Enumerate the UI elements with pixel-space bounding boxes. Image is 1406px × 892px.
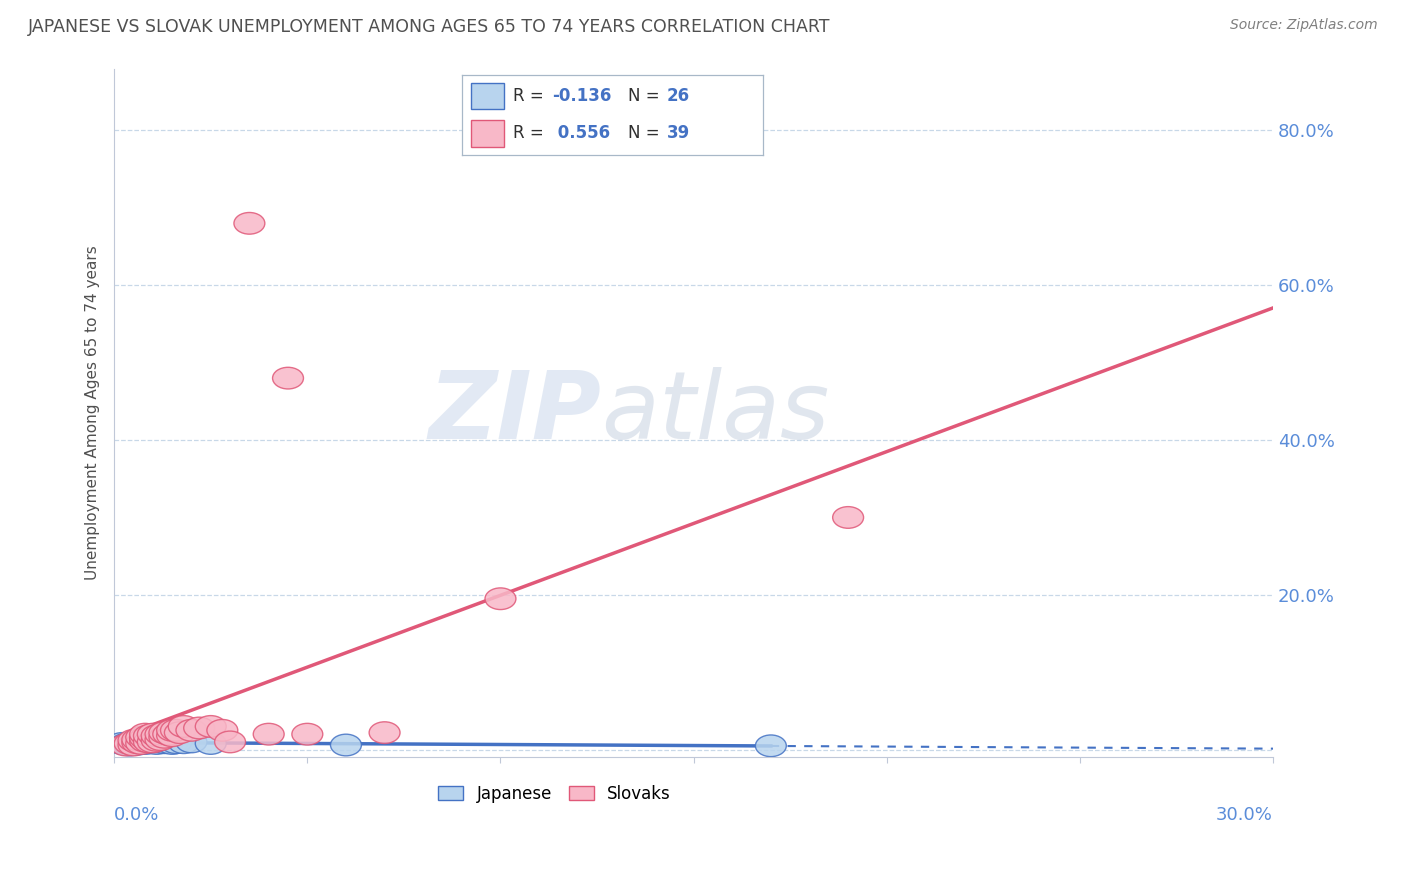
Ellipse shape: [118, 734, 149, 756]
Ellipse shape: [122, 729, 153, 750]
Ellipse shape: [107, 732, 138, 755]
Ellipse shape: [156, 720, 187, 741]
Ellipse shape: [149, 722, 180, 743]
Ellipse shape: [149, 731, 180, 754]
Ellipse shape: [195, 715, 226, 738]
Ellipse shape: [138, 731, 169, 753]
Ellipse shape: [141, 731, 172, 752]
Ellipse shape: [129, 727, 160, 749]
Text: 0.0%: 0.0%: [114, 805, 159, 823]
Ellipse shape: [125, 732, 156, 755]
Ellipse shape: [485, 588, 516, 609]
Ellipse shape: [160, 731, 191, 754]
Ellipse shape: [125, 728, 156, 749]
Ellipse shape: [153, 723, 184, 745]
Ellipse shape: [134, 731, 165, 754]
Ellipse shape: [253, 723, 284, 745]
Ellipse shape: [165, 722, 195, 743]
Ellipse shape: [118, 733, 149, 756]
Y-axis label: Unemployment Among Ages 65 to 74 years: Unemployment Among Ages 65 to 74 years: [86, 245, 100, 581]
Text: JAPANESE VS SLOVAK UNEMPLOYMENT AMONG AGES 65 TO 74 YEARS CORRELATION CHART: JAPANESE VS SLOVAK UNEMPLOYMENT AMONG AG…: [28, 18, 831, 36]
Ellipse shape: [292, 723, 323, 745]
Text: ZIP: ZIP: [427, 367, 600, 459]
Ellipse shape: [233, 212, 264, 235]
Ellipse shape: [207, 720, 238, 741]
Ellipse shape: [149, 726, 180, 748]
Ellipse shape: [118, 730, 149, 751]
Ellipse shape: [122, 731, 153, 754]
Ellipse shape: [156, 725, 187, 747]
Ellipse shape: [195, 732, 226, 755]
Ellipse shape: [176, 720, 207, 741]
Ellipse shape: [330, 734, 361, 756]
Ellipse shape: [125, 726, 156, 748]
Ellipse shape: [110, 733, 141, 756]
Ellipse shape: [129, 727, 160, 749]
Ellipse shape: [755, 735, 786, 756]
Ellipse shape: [145, 731, 176, 753]
Ellipse shape: [134, 725, 165, 747]
Ellipse shape: [156, 732, 187, 755]
Ellipse shape: [138, 731, 169, 753]
Ellipse shape: [114, 732, 145, 755]
Ellipse shape: [138, 723, 169, 745]
Ellipse shape: [141, 732, 172, 755]
Legend: Japanese, Slovaks: Japanese, Slovaks: [430, 776, 679, 811]
Ellipse shape: [114, 734, 145, 756]
Ellipse shape: [273, 368, 304, 389]
Ellipse shape: [138, 731, 169, 754]
Ellipse shape: [129, 723, 160, 745]
Text: 30.0%: 30.0%: [1216, 805, 1272, 823]
Ellipse shape: [169, 731, 200, 754]
Ellipse shape: [129, 731, 160, 752]
Ellipse shape: [145, 729, 176, 750]
Text: atlas: atlas: [600, 368, 830, 458]
Ellipse shape: [176, 731, 207, 753]
Ellipse shape: [129, 732, 160, 755]
Ellipse shape: [215, 731, 246, 753]
Text: Source: ZipAtlas.com: Source: ZipAtlas.com: [1230, 18, 1378, 32]
Ellipse shape: [110, 734, 141, 756]
Ellipse shape: [118, 732, 149, 755]
Ellipse shape: [122, 733, 153, 756]
Ellipse shape: [832, 507, 863, 528]
Ellipse shape: [160, 720, 191, 741]
Ellipse shape: [141, 730, 172, 751]
Ellipse shape: [141, 725, 172, 747]
Ellipse shape: [370, 722, 401, 743]
Ellipse shape: [134, 731, 165, 753]
Ellipse shape: [145, 723, 176, 745]
Ellipse shape: [134, 731, 165, 753]
Ellipse shape: [153, 731, 184, 753]
Ellipse shape: [125, 731, 156, 754]
Ellipse shape: [184, 717, 215, 739]
Ellipse shape: [169, 715, 200, 738]
